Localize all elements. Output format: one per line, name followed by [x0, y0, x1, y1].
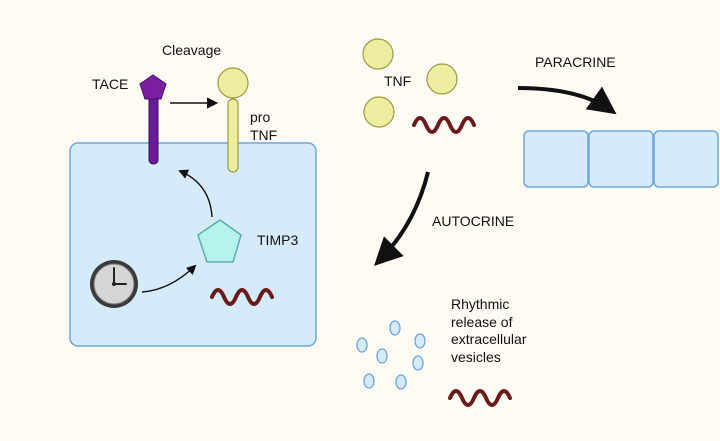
vesicle-icon: [395, 374, 407, 390]
timp3-label: TIMP3: [257, 232, 299, 248]
vesicle-icon: [412, 355, 424, 371]
autocrine-arrow: [374, 171, 430, 266]
clock-to-timp3-arrow: [141, 264, 197, 293]
vesicle-icon: [356, 337, 368, 353]
tnf-molecule-icon: [363, 96, 395, 128]
cleavage-label: Cleavage: [162, 42, 222, 58]
autocrine-label: AUTOCRINE: [432, 213, 515, 229]
rna-wave-icon: [448, 389, 512, 407]
neighbor-cell-2: [588, 130, 654, 188]
timp3-icon: [197, 219, 242, 263]
vesicle-icon: [414, 333, 426, 349]
vesicle-icon: [363, 373, 375, 389]
tace-receptor-icon: [139, 74, 167, 165]
paracrine-arrow: [517, 86, 617, 115]
pro-tnf-label-line-2: TNF: [250, 126, 278, 143]
timp3-to-tace-arrow: [178, 169, 213, 218]
pro-tnf-label: pro TNF: [250, 109, 277, 144]
vesicles-cluster: [356, 320, 426, 390]
pro-tnf-label-line-1: pro: [250, 109, 271, 125]
clock-icon: [90, 260, 138, 308]
vesicle-icon: [389, 320, 401, 336]
rhythmic-release-label: Rhythmic release of extracellular vesicl…: [451, 296, 526, 366]
neighbor-cell-1: [523, 130, 589, 188]
rna-wave-icon: [210, 288, 274, 306]
neighbor-cell-3: [653, 130, 719, 188]
rhythmic-release-line-4: vesicles: [451, 348, 501, 365]
tnf-label: TNF: [384, 73, 412, 89]
tace-label: TACE: [92, 76, 129, 92]
tnf-molecule-icon: [362, 38, 394, 70]
rhythmic-release-line-2: release of: [451, 313, 513, 330]
rhythmic-release-line-1: Rhythmic: [451, 296, 510, 312]
rna-wave-icon: [412, 116, 476, 134]
paracrine-label: PARACRINE: [535, 54, 616, 70]
tnf-molecule-icon: [426, 63, 458, 95]
vesicle-icon: [376, 348, 388, 364]
rhythmic-release-line-3: extracellular: [451, 331, 527, 347]
pro-tnf-icon: [217, 67, 249, 173]
